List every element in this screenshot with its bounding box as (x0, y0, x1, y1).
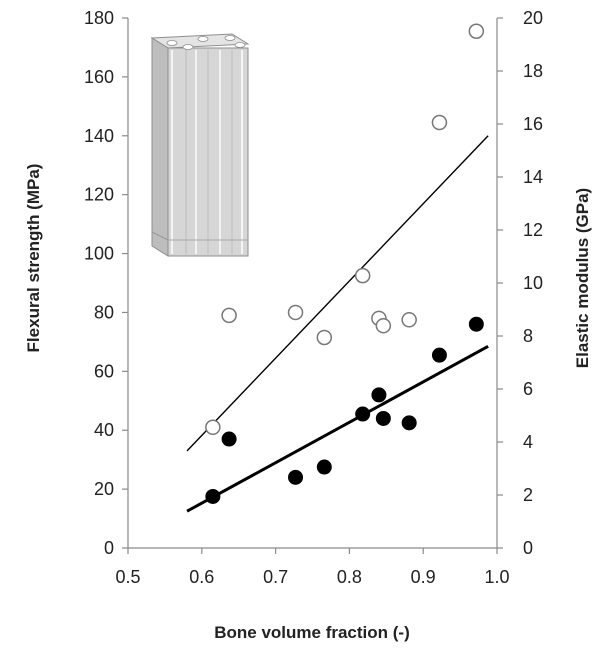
y-right-tick-label: 8 (523, 326, 533, 346)
filled-data-point (355, 406, 371, 422)
porous-block-icon (150, 33, 250, 257)
y-right-tick-label: 2 (523, 485, 533, 505)
open-data-point (375, 317, 392, 334)
y-left-tick-label: 80 (94, 302, 114, 322)
x-tick-label: 0.8 (337, 567, 362, 587)
y-left-tick-label: 20 (94, 479, 114, 499)
x-axis-title: Bone volume fraction (-) (214, 623, 410, 642)
open-data-point (316, 329, 333, 346)
open-data-point (401, 312, 417, 328)
x-tick-label: 0.9 (411, 567, 436, 587)
y-right-tick-label: 6 (523, 379, 533, 399)
open-data-point (468, 23, 485, 39)
filled-data-point (316, 459, 332, 475)
y-right-tick-label: 4 (523, 432, 533, 452)
trendline-series-2 (186, 344, 489, 513)
y-right-tick-label: 16 (523, 114, 543, 134)
open-data-point (287, 304, 304, 321)
filled-data-point (431, 347, 447, 363)
filled-data-point (468, 316, 484, 332)
y-left-tick-label: 160 (84, 67, 114, 87)
y-left-tick-label: 60 (94, 361, 114, 381)
y-left-tick-label: 40 (94, 420, 114, 440)
y-axis-left-title: Flexural strength (MPa) (24, 164, 43, 353)
y-left-tick-label: 180 (84, 8, 114, 28)
filled-data-point (205, 488, 221, 504)
y-right-tick-label: 18 (523, 61, 543, 81)
trendlines (186, 135, 489, 513)
x-tick-label: 0.6 (189, 567, 214, 587)
y-right-tick-label: 20 (523, 8, 543, 28)
y-left-tick-label: 120 (84, 185, 114, 205)
y-axis-right-title: Elastic modulus (GPa) (573, 188, 592, 368)
y-left-tick-label: 140 (84, 126, 114, 146)
y-right-tick-label: 12 (523, 220, 543, 240)
open-data-point (431, 114, 448, 131)
open-data-point (221, 307, 237, 324)
x-tick-label: 0.5 (115, 567, 140, 587)
open-data-point (205, 419, 221, 436)
x-tick-label: 1.0 (484, 567, 509, 587)
data-points (205, 23, 485, 504)
trendline-series-1 (186, 135, 489, 452)
y-left-tick-label: 0 (104, 538, 114, 558)
y-right-tick-label: 10 (523, 273, 543, 293)
filled-data-point (371, 387, 387, 403)
open-data-point (354, 267, 371, 284)
axes: 0.5 0.6 0.7 0.8 0.9 1.00204060801001201401601… (84, 8, 543, 587)
filled-data-point (401, 415, 417, 431)
filled-data-point (221, 431, 237, 447)
filled-data-point (288, 469, 304, 485)
x-tick-label: 0.7 (263, 567, 288, 587)
y-right-tick-label: 0 (523, 538, 533, 558)
filled-data-point (375, 410, 391, 426)
y-left-tick-label: 100 (84, 244, 114, 264)
y-right-tick-label: 14 (523, 167, 543, 187)
